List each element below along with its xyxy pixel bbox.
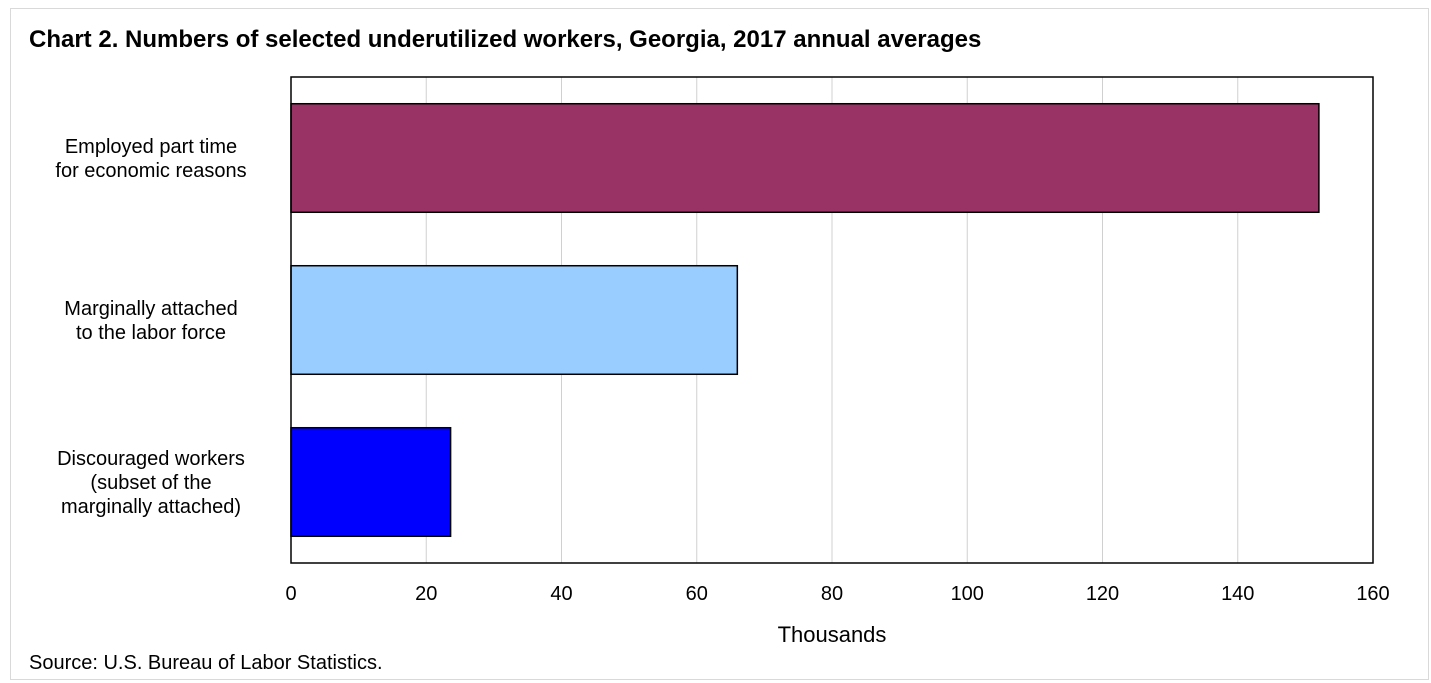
x-tick-label: 20 [415, 583, 437, 605]
x-tick-label: 60 [686, 583, 708, 605]
category-label: Marginally attached to the labor force [64, 298, 237, 344]
bars [291, 104, 1319, 537]
x-tick-label: 40 [550, 583, 572, 605]
category-labels: Employed part time for economic reasons Ma… [55, 136, 246, 518]
x-axis-title: Thousands [778, 622, 887, 647]
bar-3 [291, 428, 451, 537]
category-label: Discouraged workers (subset of the margina… [57, 448, 245, 518]
category-label: Employed part time for economic reasons [55, 136, 246, 182]
x-tick-label: 0 [285, 583, 296, 605]
x-tick-label: 100 [951, 583, 984, 605]
x-tick-label: 80 [821, 583, 843, 605]
x-tick-label: 160 [1356, 583, 1389, 605]
x-tick-label: 120 [1086, 583, 1119, 605]
bar-2 [291, 266, 737, 375]
source-note: Source: U.S. Bureau of Labor Statistics. [29, 652, 383, 675]
x-tick-label: 140 [1221, 583, 1254, 605]
bar-1 [291, 104, 1319, 213]
x-tick-labels: 0 20 40 60 80 100 120 140 160 [285, 583, 1389, 605]
